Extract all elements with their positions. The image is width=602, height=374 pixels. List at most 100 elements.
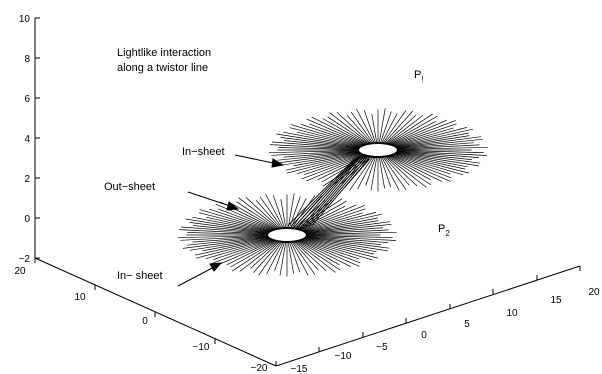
sheet-spoke <box>300 205 365 230</box>
sheet-spoke <box>187 232 268 235</box>
axes <box>34 17 581 367</box>
sheet-spoke <box>245 197 280 229</box>
sheet-spoke <box>309 123 365 145</box>
sheet-spoke <box>299 240 352 268</box>
sheet-spoke <box>289 242 301 273</box>
sheet-spoke <box>384 156 410 186</box>
sheet-spoke <box>299 205 346 230</box>
sheet-spoke <box>210 240 274 265</box>
sheet-spoke <box>302 239 373 261</box>
p1-label-base: P <box>414 69 421 81</box>
y-tick-label: 20 <box>14 266 26 277</box>
sheet-spoke <box>296 154 363 175</box>
sheet-spoke <box>286 153 362 174</box>
sheet-spoke <box>195 238 271 259</box>
sheet-spoke <box>189 237 269 251</box>
sheet-spoke <box>306 223 392 234</box>
sheet-spoke <box>272 195 285 228</box>
sheet-spoke <box>382 109 407 143</box>
sheet-spoke <box>388 115 438 145</box>
sheet-spoke <box>213 239 273 260</box>
sheet-spoke <box>300 240 361 264</box>
sheet-spoke <box>290 124 363 146</box>
lower-sheet-hole <box>266 227 308 243</box>
sheet-spoke <box>306 235 393 238</box>
sheet-spoke <box>304 238 375 255</box>
sheet-spoke <box>277 151 359 161</box>
sheet-spoke <box>304 217 378 232</box>
sheet-spoke <box>303 212 377 232</box>
sheet-spoke <box>394 153 469 174</box>
sheet-spoke <box>276 133 360 148</box>
sheet-spoke <box>363 110 376 143</box>
twistor-line-stroke <box>290 157 357 227</box>
z-tick-label: 10 <box>19 14 31 25</box>
in-sheet-upper-label: In−sheet <box>182 146 225 158</box>
sheet-spoke <box>305 221 391 233</box>
sheet-spoke <box>178 229 268 235</box>
sheet-spoke <box>199 209 272 231</box>
twistor-line-stroke <box>287 158 356 226</box>
sheet-spoke <box>392 123 457 146</box>
sheet-spoke <box>349 157 374 191</box>
sheet-spoke <box>306 235 397 241</box>
z-tick-labels: 10 8 6 4 2 0 −2 <box>19 14 31 265</box>
x-tick-label: 10 <box>506 308 518 319</box>
sheet-spoke <box>209 208 273 231</box>
twistor-line-stroke <box>305 156 366 228</box>
sheet-spoke <box>268 150 359 154</box>
diagram-caption-line2: along a twistor line <box>117 62 208 74</box>
twistor-line <box>287 154 370 230</box>
sheet-spoke <box>215 203 274 230</box>
sheet-spoke <box>304 238 377 253</box>
sheet-spoke <box>357 157 375 190</box>
sheet-spoke <box>189 222 269 233</box>
sheet-spoke <box>397 142 475 149</box>
sheet-spoke <box>279 242 287 276</box>
sheet-spoke <box>390 120 437 145</box>
sheet-spoke <box>297 240 340 266</box>
sheet-spoke <box>231 203 277 230</box>
sheet-spoke <box>380 111 392 143</box>
sheet-spoke <box>385 115 417 144</box>
sheet-spoke <box>388 155 431 181</box>
arrowhead-icon <box>271 158 285 168</box>
z-tick-label: −2 <box>19 254 31 265</box>
sheet-spoke <box>269 144 359 150</box>
twistor-line-stroke <box>308 157 368 227</box>
p2-label: P2 <box>438 223 450 238</box>
sheet-spoke <box>272 141 359 149</box>
sheet-spoke <box>180 235 268 241</box>
sheet-spoke <box>198 212 271 232</box>
z-tick-label: 8 <box>24 54 30 65</box>
twistor-line-stroke <box>293 156 359 228</box>
sheet-spoke <box>205 239 272 260</box>
upper-sheet-hole <box>357 142 399 158</box>
sheet-spoke <box>250 241 280 269</box>
sheet-spoke <box>329 112 370 144</box>
out-sheet-label: Out−sheet <box>104 181 155 193</box>
sheet-spoke <box>396 152 479 167</box>
sheet-spoke <box>390 155 443 183</box>
p1-label: P! <box>414 69 424 84</box>
diagram-caption-line1: Lightlike interaction <box>117 47 211 59</box>
sheet-spoke <box>381 157 400 191</box>
sheet-spoke <box>185 218 269 233</box>
sheet-spoke <box>311 116 366 145</box>
sheet-spoke <box>274 242 285 272</box>
x-tick-label: 15 <box>550 295 562 306</box>
sheet-spoke <box>239 241 279 272</box>
sheet-spoke <box>382 157 407 191</box>
twistor-line-stroke <box>302 155 365 229</box>
sheet-spoke <box>350 111 374 143</box>
sheet-spoke <box>255 200 281 229</box>
sheet-spoke <box>397 151 472 160</box>
sheet-spoke <box>392 154 451 175</box>
z-tick-label: 6 <box>24 94 30 105</box>
sheet-spoke <box>371 114 378 143</box>
sheet-spoke <box>290 198 307 228</box>
sheet-spoke <box>303 238 378 259</box>
sheet-spoke <box>396 152 481 164</box>
x-tick-label: −10 <box>335 351 352 362</box>
sheet-spoke <box>391 155 451 182</box>
